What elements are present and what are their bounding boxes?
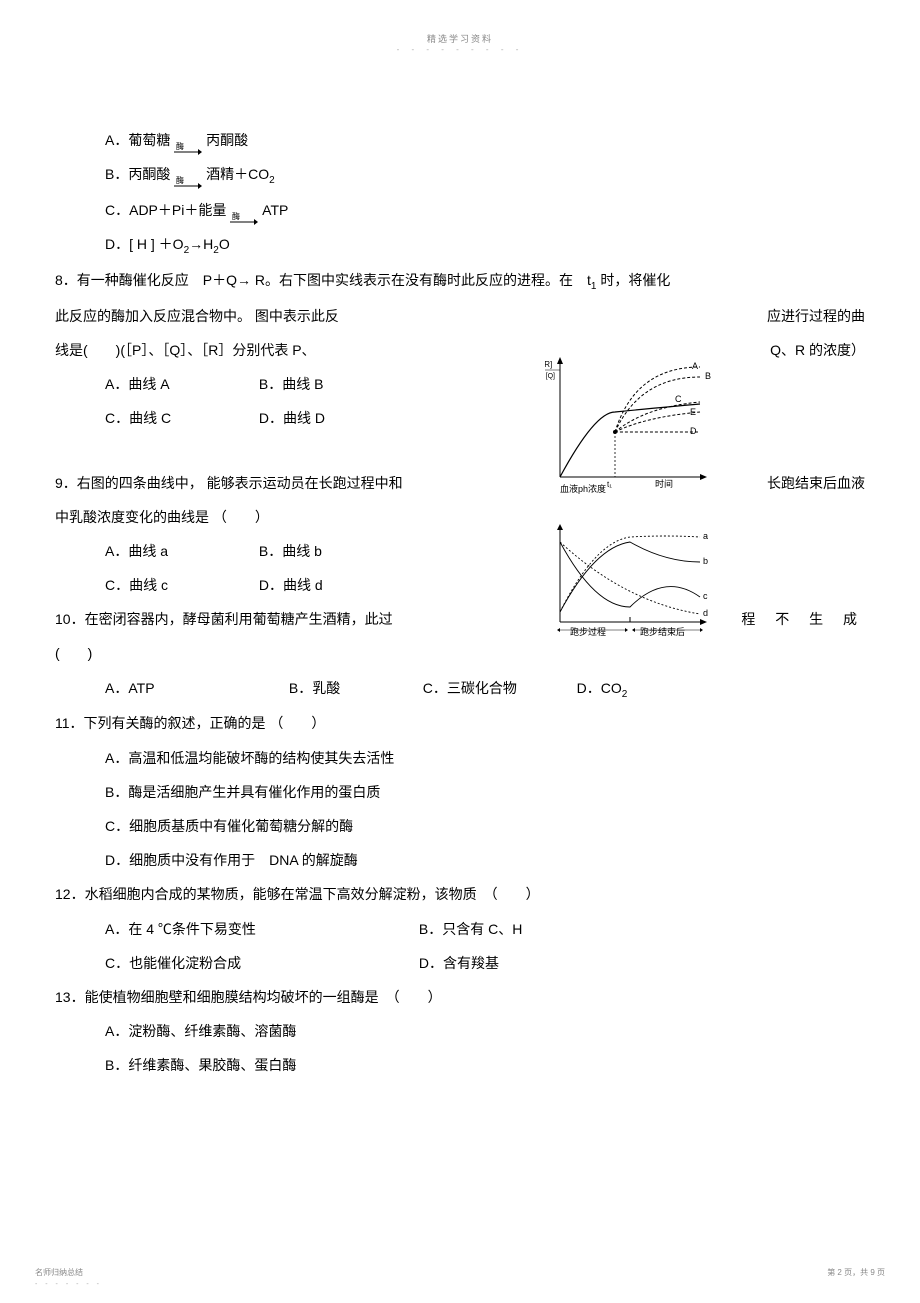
- q9-optD: D．曲线 d: [259, 577, 323, 593]
- q9-options-cd: C．曲线 c D．曲线 d: [55, 569, 865, 601]
- svg-text:酶: 酶: [232, 211, 240, 221]
- fig1-xlabel2: 时间: [655, 478, 673, 489]
- q7a-text: A．葡萄糖: [105, 132, 170, 148]
- q12-d: D．含有羧基: [419, 955, 499, 971]
- q10-optC: C．三碳化合物: [423, 672, 573, 704]
- q8-line2: 此反应的酶加入反应混合物中。 图中表示此反 应进行过程的曲: [55, 300, 865, 332]
- enzyme-arrow-icon: 酶: [230, 204, 258, 218]
- q7b-text2: 酒精＋CO: [206, 166, 269, 182]
- fig1-ylabel: [R]: [545, 360, 552, 369]
- q7-option-a: A．葡萄糖 酶 丙酮酸: [55, 124, 865, 156]
- q12-b: B．只含有 C、H: [419, 921, 522, 937]
- main-content: A．葡萄糖 酶 丙酮酸 B．丙酮酸 酶 酒精＋CO2 C．ADP＋Pi＋能量 酶…: [0, 54, 920, 1082]
- fig1-label-a: A: [692, 361, 698, 371]
- fig2-label-b: b: [703, 556, 708, 566]
- figure-q8: A B C E D [R] [P]×[Q] t₁ 血液ph浓度 时间: [545, 352, 715, 497]
- fig1-label-e: E: [690, 407, 696, 417]
- svg-text:酶: 酶: [176, 141, 184, 151]
- q7b-text: B．丙酮酸: [105, 166, 170, 182]
- q9-text1b: 长跑结束后血液: [767, 467, 865, 499]
- q10-line2: ( ): [55, 637, 865, 669]
- fig1-ydenom: [P]×[Q]: [545, 373, 555, 380]
- q10-optB: B．乳酸: [289, 672, 419, 704]
- fig1-label-d: D: [690, 426, 697, 436]
- q8-text2a: 此反应的酶加入反应混合物中。 图中表示此反: [55, 300, 339, 332]
- q13-text: 13．能使植物细胞壁和细胞膜结构均破坏的一组酶是 （ ）: [55, 981, 865, 1013]
- q8-line3: 线是( )(［P］、［Q］、［R］分别代表 P、 Q、R 的浓度）: [55, 334, 865, 366]
- fig2-label-d: d: [703, 608, 708, 618]
- q10-optD: D．CO: [577, 680, 622, 696]
- q9-optC: C．曲线 c: [105, 569, 255, 601]
- fig2-xlabel1: 跑步过程: [570, 626, 606, 637]
- q8-options-ab: A．曲线 A B．曲线 B: [55, 368, 865, 400]
- q13-b: B．纤维素酶、果胶酶、蛋白酶: [55, 1049, 865, 1081]
- q8-optA: A．曲线 A: [105, 368, 255, 400]
- fig2-label-c: c: [703, 591, 708, 601]
- fig1-label-b: B: [705, 371, 711, 381]
- fig2-xlabel2: 跑步结束后: [640, 626, 685, 637]
- q11-c: C．细胞质基质中有催化葡萄糖分解的酶: [55, 810, 865, 842]
- q10-optA: A．ATP: [105, 672, 285, 704]
- q10-text1b: 程 不 生 成: [741, 603, 865, 635]
- q12-row1: A．在 4 ℃条件下易变性 B．只含有 C、H: [55, 913, 865, 945]
- q8-options-cd: C．曲线 C D．曲线 D: [55, 402, 865, 434]
- header-dots: - - - - - - - - -: [0, 45, 920, 54]
- q9-options-ab: A．曲线 a B．曲线 b: [55, 535, 865, 567]
- q10-optD-sub: 2: [622, 688, 628, 699]
- q7c-text: C．ADP＋Pi＋能量: [105, 202, 226, 218]
- q8-text2b: 应进行过程的曲: [767, 300, 865, 332]
- q9-optB: B．曲线 b: [259, 543, 322, 559]
- q8-optD: D．曲线 D: [259, 410, 325, 426]
- fig2-label-a: a: [703, 531, 708, 541]
- footer-dots: - - - - - - -: [35, 1281, 102, 1288]
- q9-optA: A．曲线 a: [105, 535, 255, 567]
- q9-text1a: 9．右图的四条曲线中， 能够表示运动员在长跑过程中和: [55, 467, 403, 499]
- q12-a: A．在 4 ℃条件下易变性: [105, 913, 415, 945]
- q12-c: C．也能催化淀粉合成: [105, 947, 415, 979]
- q7-option-d: D．[ H ] ＋O2→H2O: [55, 228, 865, 262]
- q12-text: 12．水稻细胞内合成的某物质，能够在常温下高效分解淀粉，该物质 （ ）: [55, 878, 865, 910]
- q11-b: B．酶是活细胞产生并具有催化作用的蛋白质: [55, 776, 865, 808]
- q13-a: A．淀粉酶、纤维素酶、溶菌酶: [55, 1015, 865, 1047]
- fig1-xlabel1: 血液ph浓度: [560, 483, 606, 494]
- q7b-sub: 2: [269, 175, 275, 186]
- q7-option-b: B．丙酮酸 酶 酒精＋CO2: [55, 158, 865, 192]
- q8-line1: 8．有一种酶催化反应 P＋Q→ R。右下图中实线表示在没有酶时此反应的进程。在 …: [55, 264, 865, 298]
- q12-row2: C．也能催化淀粉合成 D．含有羧基: [55, 947, 865, 979]
- q7d-end: O: [219, 236, 230, 252]
- q8-text1: 8．有一种酶催化反应 P＋Q→ R。右下图中实线表示在没有酶时此反应的进程。在 …: [55, 272, 591, 288]
- q7d-text: D．[ H ] ＋O: [105, 236, 184, 252]
- footer-left: 名师归纳总结: [35, 1267, 83, 1278]
- q10-text1a: 10．在密闭容器内，酵母菌利用葡萄糖产生酒精，此过: [55, 603, 393, 635]
- q11-a: A．高温和低温均能破坏酶的结构使其失去活性: [55, 742, 865, 774]
- fig1-label-c: C: [675, 394, 682, 404]
- q7a-text2: 丙酮酸: [206, 132, 248, 148]
- q9-line1: 9．右图的四条曲线中， 能够表示运动员在长跑过程中和 长跑结束后血液: [55, 467, 865, 499]
- q7c-text2: ATP: [262, 202, 288, 218]
- q7d-mid: →H: [189, 236, 213, 252]
- q7-option-c: C．ADP＋Pi＋能量 酶 ATP: [55, 194, 865, 226]
- q8-text3a: 线是( )(［P］、［Q］、［R］分别代表 P、: [55, 334, 316, 366]
- q8-optB: B．曲线 B: [259, 376, 324, 392]
- svg-text:酶: 酶: [176, 175, 184, 185]
- q9-line2: 中乳酸浓度变化的曲线是 （ ）: [55, 501, 865, 533]
- q10-options: A．ATP B．乳酸 C．三碳化合物 D．CO2: [55, 672, 865, 706]
- footer-right: 第 2 页，共 9 页: [827, 1267, 885, 1278]
- fig1-t1: t₁: [607, 480, 612, 489]
- q10-line1: 10．在密闭容器内，酵母菌利用葡萄糖产生酒精，此过 程 不 生 成: [55, 603, 865, 635]
- enzyme-arrow-icon: 酶: [174, 134, 202, 148]
- page-header: 精选学习资料: [0, 0, 920, 45]
- q11-text: 11．下列有关酶的叙述，正确的是 （ ）: [55, 707, 865, 739]
- q11-d: D．细胞质中没有作用于 DNA 的解旋酶: [55, 844, 865, 876]
- q8-text3b: Q、R 的浓度）: [770, 334, 865, 366]
- q8-optC: C．曲线 C: [105, 402, 255, 434]
- figure-q9: a b c d 跑步过程 跑步结束后: [545, 522, 715, 647]
- enzyme-arrow-icon: 酶: [174, 168, 202, 182]
- q8-text1end: 时，将催化: [596, 272, 670, 288]
